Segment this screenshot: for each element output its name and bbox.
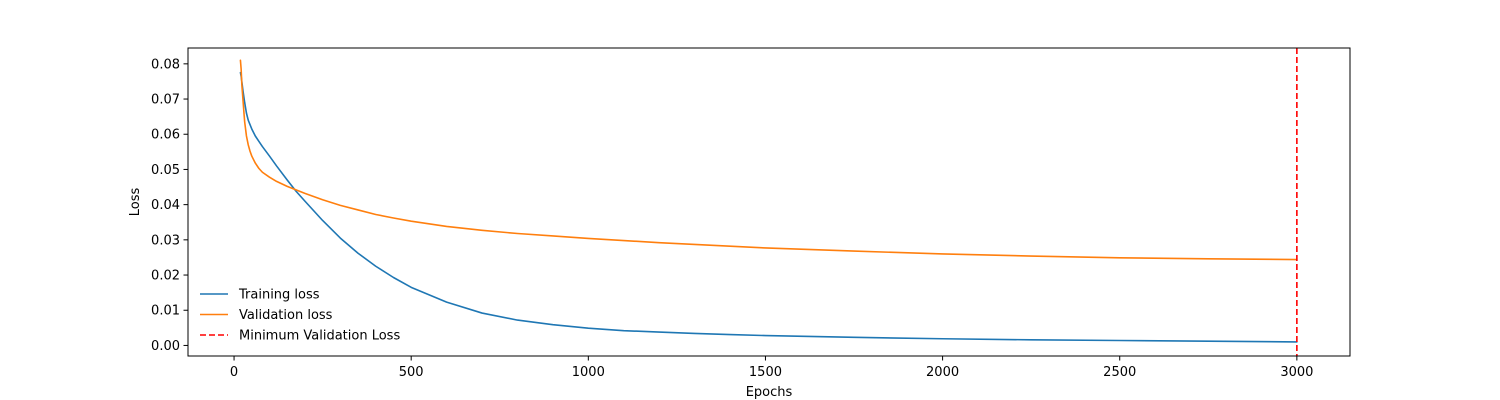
x-tick-label: 500 (399, 365, 424, 380)
series-line-training-loss (239, 71, 1298, 343)
y-axis-label: Loss (128, 188, 143, 217)
x-axis-label: Epochs (746, 385, 793, 400)
y-tick-label: 0.07 (151, 93, 180, 108)
x-tick-label: 0 (230, 365, 238, 380)
legend-label: Minimum Validation Loss (239, 329, 400, 344)
y-tick-label: 0.05 (151, 163, 180, 178)
y-tick-label: 0.04 (151, 198, 180, 213)
axes: 0 500 1000 1500 2000 2500 3000 0.00 0.01 0.02 0.03… (151, 47, 1351, 380)
y-tick-label: 0.06 (151, 128, 180, 143)
legend-label: Validation loss (239, 308, 333, 323)
y-tick-label: 0.03 (151, 233, 180, 248)
legend-label: Training loss (238, 288, 320, 303)
x-tick-label: 2500 (1103, 365, 1136, 380)
x-tick-label: 1000 (572, 365, 605, 380)
x-tick-label: 2000 (926, 365, 959, 380)
y-tick-label: 0.01 (151, 304, 180, 319)
x-tick-label: 1500 (749, 365, 782, 380)
y-tick-label: 0.08 (151, 57, 180, 72)
x-tick-label: 3000 (1280, 365, 1313, 380)
y-tick-label: 0.00 (151, 339, 180, 354)
plot-frame (187, 47, 1351, 357)
series-line-validation-loss (239, 59, 1298, 261)
plot-area (239, 48, 1298, 356)
y-tick-label: 0.02 (151, 269, 180, 284)
legend: Training loss Validation loss Minimum Vali… (200, 288, 400, 344)
